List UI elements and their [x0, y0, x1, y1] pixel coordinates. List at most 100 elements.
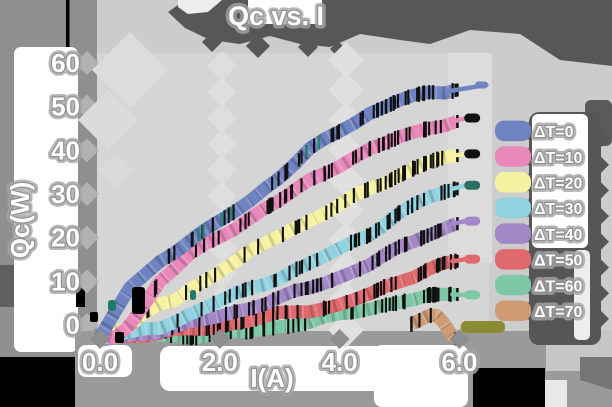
y-tick-label-text: 50 [51, 92, 80, 122]
series-band [408, 308, 460, 343]
legend-halo-tooth [593, 208, 609, 225]
black-blob [76, 277, 85, 307]
x-axis-label: I(A)I(A)I(A) [247, 360, 297, 397]
legend-label-text: ΔT=40 [534, 227, 583, 244]
y-tick-label-text: 30 [51, 179, 80, 209]
ylabel-text: Qc(W) [5, 182, 35, 259]
legend-swatch [495, 172, 531, 193]
title-text: Qc vs. I [228, 1, 324, 31]
legend-halo-tooth [593, 233, 609, 250]
xlabel: I(A)I(A)I(A) [247, 360, 297, 397]
y-tick-label-text: 30 [51, 179, 80, 209]
grid-diamond [98, 152, 134, 188]
legend-label-text: ΔT=50 [534, 253, 583, 270]
legend-white-patch [532, 114, 588, 248]
legend-label-text: ΔT=20 [534, 176, 583, 193]
x-tick-label: 2.02.02.0 [198, 344, 241, 381]
xtick-white-box [78, 345, 132, 377]
legend-label-text: ΔT=20 [534, 176, 583, 193]
y-tick-label-text: 40 [51, 135, 80, 165]
series-thin-tail [450, 183, 469, 192]
ytick-bump [75, 138, 99, 163]
series-ΔT=0 [94, 82, 459, 341]
legend-halo-tooth [593, 285, 609, 302]
x-tick-label-text: 4.0 [322, 347, 358, 377]
legend-swatch [495, 274, 531, 296]
ytick-bump [75, 269, 99, 294]
legend-label-text: ΔT=30 [534, 201, 583, 218]
legend-white-strip [574, 250, 590, 340]
x-tick-label: 6.06.06.0 [438, 344, 481, 381]
series-end-cap [464, 254, 481, 264]
ylabel: Qc(W)Qc(W)Qc(W) [2, 178, 39, 262]
y-tick-label-text: 0 [66, 310, 80, 340]
legend-label-text: ΔT=70 [534, 304, 583, 321]
legend-label-text: ΔT=30 [534, 201, 583, 218]
legend-label-text: ΔT=20 [534, 176, 583, 193]
x-tick-label: 0.00.00.0 [78, 344, 121, 381]
series-end-cap [464, 216, 481, 226]
series-band [99, 217, 459, 347]
y-tick-label-text: 60 [51, 48, 80, 78]
series-end-cap [474, 81, 488, 89]
xtick-bump [90, 329, 110, 349]
y-tick-label-text: 0 [66, 310, 80, 340]
ytick-bump [75, 50, 99, 75]
black-blob [115, 332, 124, 343]
grid-diamond [207, 181, 237, 211]
legend-label-text: ΔT=70 [534, 304, 583, 321]
grid-diamond [328, 72, 364, 108]
series-band [94, 83, 458, 341]
legend-label-text: ΔT=10 [534, 150, 583, 167]
x-tick-label-text: 6.0 [441, 347, 477, 377]
grid-diamond [328, 42, 364, 78]
xtick-bump [329, 329, 350, 349]
series-band [94, 83, 458, 341]
legend: ΔT=0ΔT=0ΔT=0ΔT=10ΔT=10ΔT=10ΔT=20ΔT=20ΔT=… [495, 112, 609, 345]
y-tick-label-text: 0 [66, 310, 80, 340]
legend-swatch [495, 197, 531, 219]
x-tick-label-text: 6.0 [441, 347, 477, 377]
y-tick-label-text: 20 [51, 223, 80, 253]
xtick-bump [449, 329, 470, 349]
series-band [98, 115, 459, 345]
teal-blob [190, 290, 196, 300]
ylabel-text: Qc(W) [5, 182, 35, 259]
grid-diamond [207, 51, 237, 81]
ytick-bump [75, 181, 99, 206]
x-tick-label-text: 2.0 [202, 347, 238, 377]
y-tick-label-text: 20 [51, 223, 80, 253]
x-tick-label-text: 2.0 [202, 347, 238, 377]
title: Qc vs. IQc vs. IQc vs. I [224, 0, 327, 35]
series-ΔT=70 [408, 307, 460, 346]
top-white-wedge [178, 0, 222, 14]
olive-blob [461, 321, 505, 333]
bottom-black-box [473, 368, 545, 407]
ylabel-text: Qc(W) [5, 182, 35, 259]
black-blob [90, 312, 98, 322]
xlabel-text: I(A) [250, 363, 293, 393]
legend-swatch [495, 120, 531, 142]
y-tick-label-text: 40 [51, 135, 80, 165]
legend-label-text: ΔT=10 [534, 150, 583, 167]
grid-diamond [92, 32, 168, 108]
legend-label-text: ΔT=60 [534, 278, 583, 295]
legend-label-text: ΔT=0 [534, 124, 574, 141]
left-dark-patch [0, 265, 14, 307]
glitch-blobs [90, 287, 505, 349]
legend-label-text: ΔT=30 [534, 201, 583, 218]
legend-halo-tooth [593, 156, 609, 173]
y-tick-label-text: 60 [51, 48, 80, 78]
title-text: Qc vs. I [228, 1, 324, 31]
